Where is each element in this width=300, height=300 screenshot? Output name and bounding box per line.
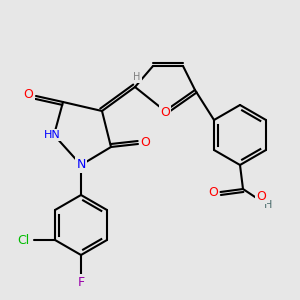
Text: O: O xyxy=(256,190,266,203)
Text: Cl: Cl xyxy=(17,233,30,247)
Text: N: N xyxy=(76,158,86,172)
Text: O: O xyxy=(24,88,33,101)
Text: O: O xyxy=(160,106,170,119)
Text: O: O xyxy=(141,136,150,149)
Text: F: F xyxy=(77,275,85,289)
Text: HN: HN xyxy=(44,130,61,140)
Text: H: H xyxy=(133,71,140,82)
Text: H: H xyxy=(264,200,273,211)
Text: O: O xyxy=(208,185,218,199)
